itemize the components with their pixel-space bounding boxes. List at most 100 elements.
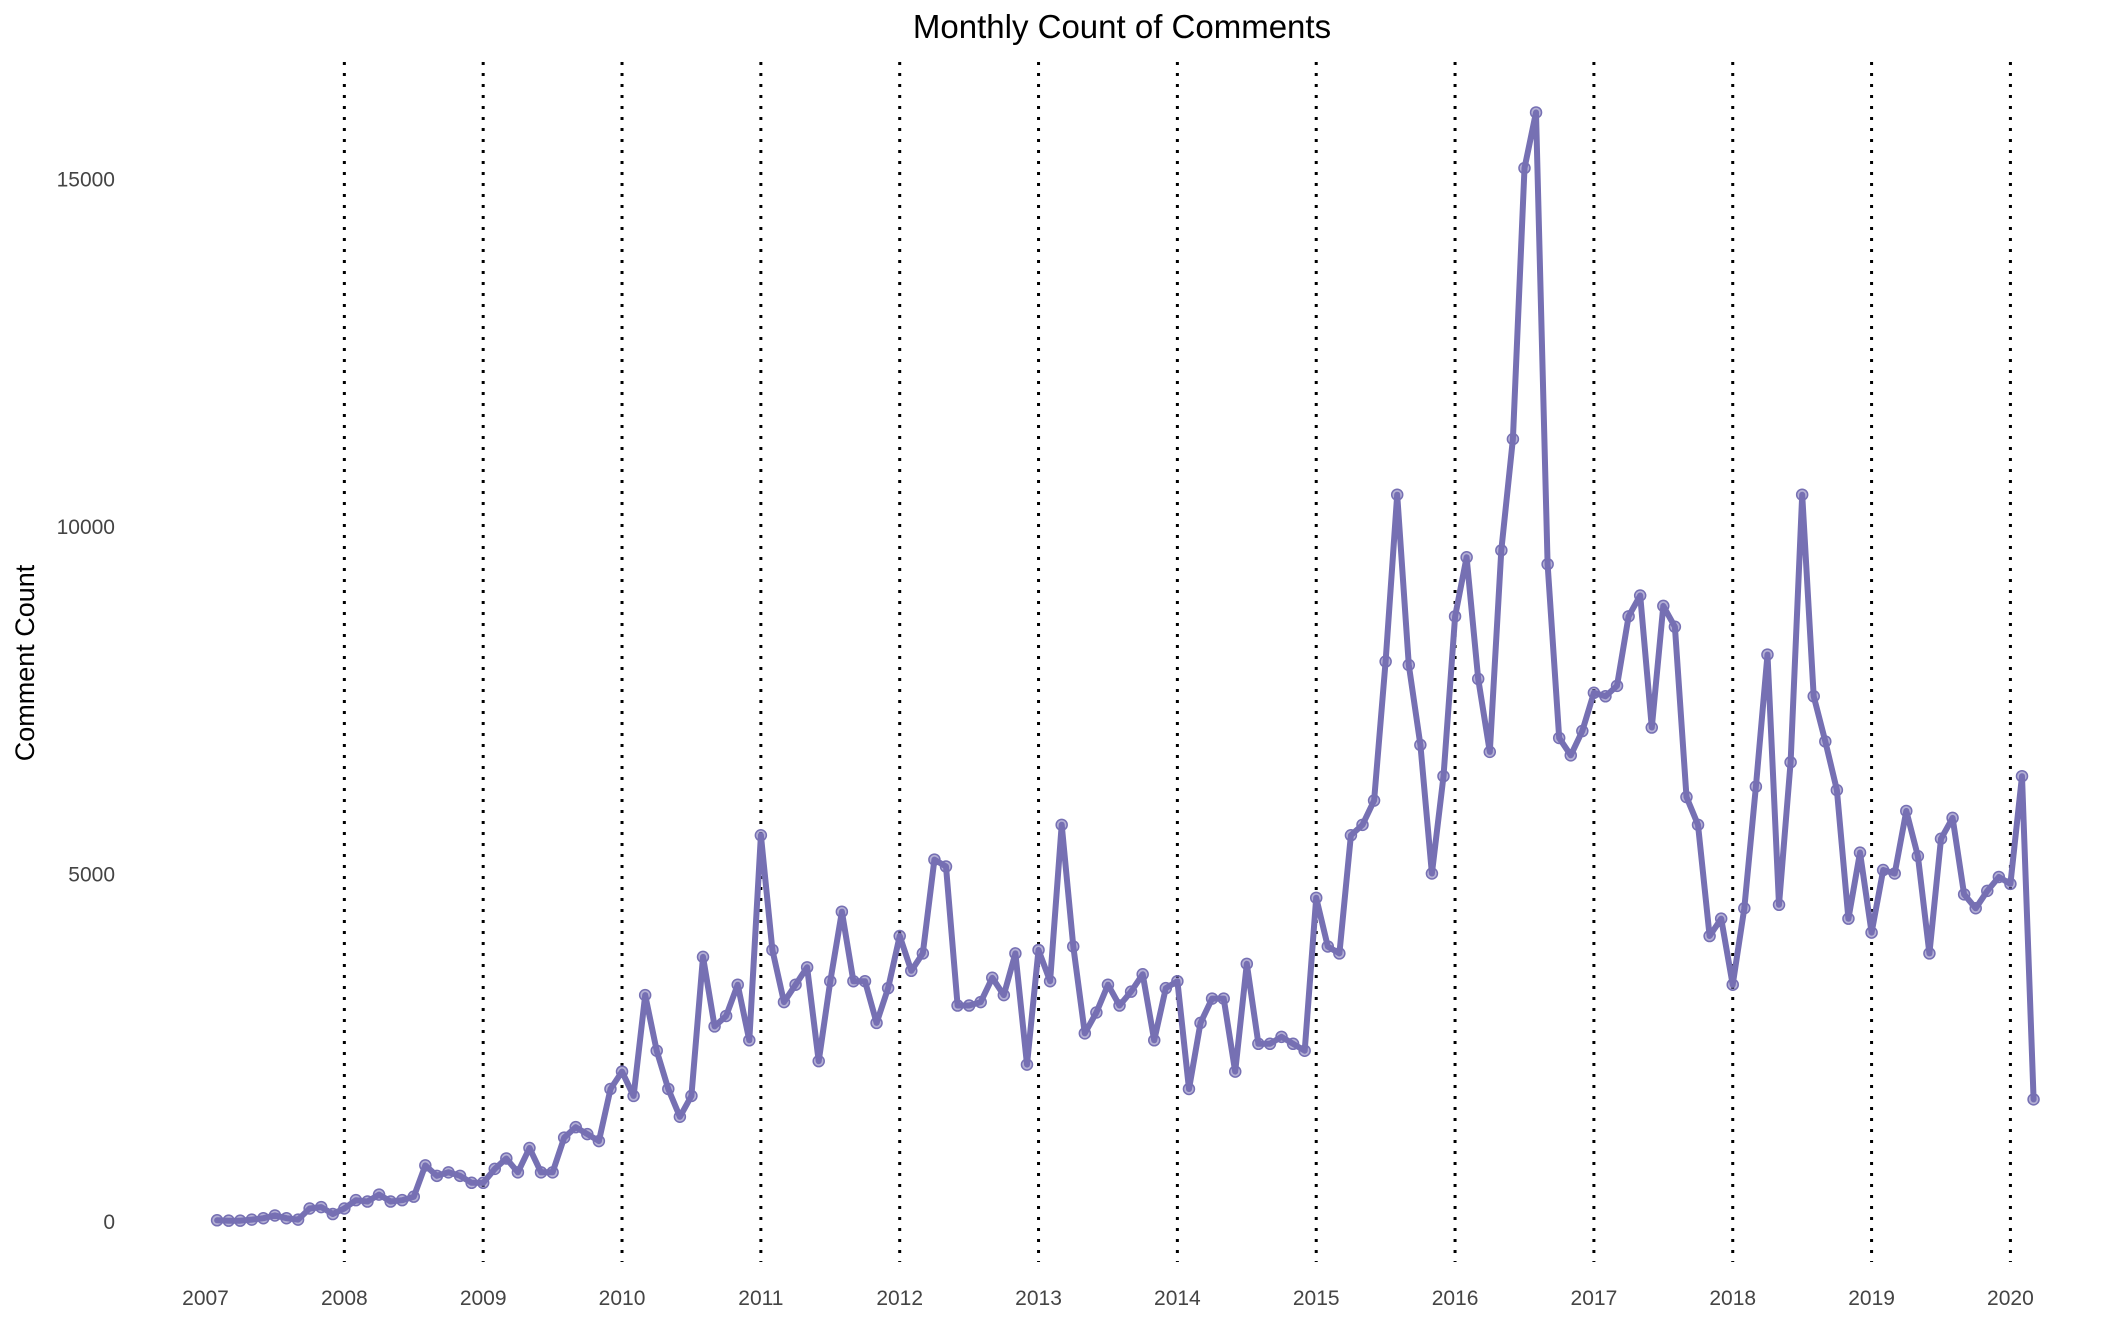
- data-point-2017-08: [1668, 620, 1682, 634]
- data-point-2007-05: [245, 1213, 259, 1226]
- data-point-2008-03: [361, 1195, 374, 1208]
- data-point-2014-05: [1217, 992, 1230, 1005]
- data-point-2011-07: [824, 974, 837, 988]
- data-points: [210, 106, 2040, 1227]
- data-point-2019-10: [1969, 902, 1982, 915]
- data-point-2012-10: [997, 988, 1011, 1002]
- series-line: [214, 109, 2037, 1224]
- data-point-2008-12: [465, 1176, 478, 1190]
- data-point-2010-06: [673, 1110, 687, 1123]
- data-point-2016-02: [1460, 551, 1473, 564]
- data-point-2007-04: [233, 1214, 247, 1227]
- data-point-2009-03: [500, 1152, 513, 1165]
- data-point-2009-12: [604, 1082, 617, 1096]
- data-point-2016-06: [1506, 432, 1520, 446]
- data-point-2010-10: [719, 1009, 733, 1023]
- data-point-2014-11: [1286, 1037, 1300, 1051]
- data-point-2012-04: [928, 853, 941, 866]
- y-tick-0: 0: [103, 1211, 115, 1234]
- x-tick-2012: 2012: [876, 1287, 923, 1310]
- x-tick-2008: 2008: [321, 1287, 368, 1310]
- data-point-2019-02: [1876, 863, 1890, 877]
- data-point-2007-07: [268, 1209, 282, 1222]
- data-point-2019-11: [1981, 884, 1994, 898]
- x-tick-2018: 2018: [1709, 1287, 1756, 1310]
- data-point-2014-08: [1252, 1037, 1265, 1051]
- data-point-2014-03: [1194, 1016, 1207, 1030]
- data-point-2015-06: [1367, 794, 1381, 807]
- data-point-2018-12: [1853, 846, 1867, 859]
- data-point-2014-01: [1171, 974, 1184, 988]
- data-point-2007-08: [280, 1211, 293, 1225]
- data-point-2019-05: [1911, 849, 1925, 863]
- data-point-2015-10: [1414, 738, 1427, 752]
- data-point-2012-09: [986, 971, 999, 984]
- data-point-2012-08: [974, 995, 987, 1009]
- data-point-2017-07: [1657, 599, 1670, 613]
- data-point-2014-10: [1275, 1030, 1288, 1044]
- x-tick-2015: 2015: [1293, 1287, 1340, 1310]
- data-point-2007-03: [222, 1214, 235, 1227]
- data-point-2009-05: [523, 1141, 536, 1155]
- data-point-2012-12: [1020, 1058, 1034, 1071]
- data-point-2008-01: [338, 1202, 351, 1215]
- data-point-2011-12: [881, 981, 895, 995]
- data-point-2008-02: [349, 1193, 363, 1207]
- data-point-2019-06: [1923, 947, 1936, 960]
- data-point-2011-09: [847, 974, 860, 988]
- data-point-2015-02: [1321, 940, 1335, 953]
- data-point-2016-03: [1471, 672, 1485, 686]
- data-point-2012-01: [893, 929, 906, 943]
- data-point-2015-08: [1390, 488, 1404, 501]
- data-point-2007-12: [326, 1207, 340, 1221]
- data-point-2008-04: [372, 1188, 386, 1201]
- chart-title: Monthly Count of Comments: [913, 8, 1331, 45]
- data-point-2018-05: [1772, 898, 1786, 912]
- data-point-2007-06: [257, 1211, 270, 1225]
- data-point-2007-11: [314, 1200, 328, 1214]
- data-point-2010-05: [662, 1082, 675, 1096]
- x-tick-2014: 2014: [1154, 1287, 1201, 1310]
- data-point-2009-01: [476, 1176, 490, 1190]
- x-tick-2013: 2013: [1015, 1287, 1062, 1310]
- data-point-2017-12: [1714, 912, 1728, 925]
- data-point-2020-01: [2004, 877, 2017, 891]
- data-point-2013-01: [1032, 943, 1045, 957]
- data-point-2011-04: [789, 978, 802, 991]
- data-point-2017-09: [1680, 790, 1693, 804]
- data-point-2018-01: [1726, 978, 1739, 991]
- data-point-2009-10: [581, 1127, 594, 1141]
- data-point-2018-07: [1795, 488, 1809, 501]
- year-gridlines: [342, 62, 2012, 1262]
- data-point-2019-07: [1934, 832, 1948, 845]
- data-point-2008-07: [407, 1190, 421, 1203]
- data-point-2012-02: [905, 964, 918, 978]
- data-point-2015-09: [1402, 658, 1416, 672]
- data-point-2016-07: [1518, 161, 1531, 175]
- data-point-2011-11: [870, 1016, 883, 1030]
- data-point-2011-10: [858, 974, 872, 988]
- y-tick-15000: 15000: [57, 169, 115, 192]
- x-tick-2007: 2007: [182, 1287, 229, 1310]
- data-point-2015-04: [1344, 829, 1358, 842]
- x-tick-2019: 2019: [1848, 1287, 1895, 1310]
- data-point-2017-06: [1645, 721, 1658, 734]
- data-point-2013-07: [1101, 978, 1115, 991]
- data-point-2012-05: [939, 860, 953, 873]
- x-tick-2010: 2010: [599, 1287, 646, 1310]
- data-point-2015-03: [1333, 947, 1346, 960]
- data-point-2010-03: [638, 988, 652, 1002]
- data-point-2012-07: [962, 999, 976, 1012]
- data-point-2014-09: [1263, 1037, 1277, 1051]
- data-point-2008-08: [419, 1159, 432, 1172]
- data-point-2016-09: [1541, 557, 1554, 571]
- data-point-2009-02: [488, 1162, 501, 1176]
- data-point-2013-12: [1159, 981, 1173, 995]
- y-tick-5000: 5000: [68, 864, 115, 887]
- data-point-2013-04: [1067, 940, 1080, 953]
- data-point-2016-04: [1483, 745, 1497, 759]
- data-point-2014-12: [1298, 1044, 1311, 1057]
- data-point-2015-11: [1425, 867, 1439, 880]
